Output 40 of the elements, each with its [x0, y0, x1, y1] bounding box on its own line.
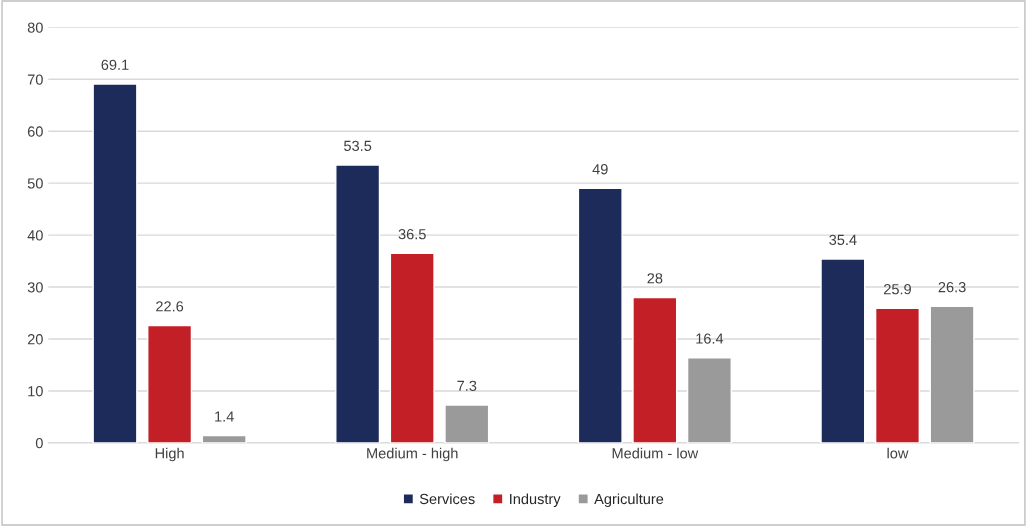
bar: [820, 258, 866, 443]
legend-label: Agriculture: [594, 493, 664, 508]
x-tick-label: low: [887, 447, 909, 459]
data-label: 53.5: [344, 140, 372, 152]
y-tick-label: 30: [27, 282, 43, 293]
data-label: 26.3: [938, 281, 966, 293]
y-tick-label: 20: [27, 334, 43, 345]
bar: [632, 296, 678, 443]
bar: [929, 305, 975, 443]
data-label: 49: [592, 164, 608, 175]
bar: [444, 404, 490, 443]
bar: [335, 164, 381, 443]
data-label: 1.4: [215, 411, 234, 422]
data-label: 16.4: [696, 333, 724, 344]
x-tick-label: Medium - high: [367, 447, 458, 462]
y-tick-label: 80: [27, 22, 43, 33]
bar: [577, 187, 623, 443]
data-label: 28: [647, 273, 663, 284]
legend-label: Services: [419, 493, 475, 505]
data-label: 22.6: [156, 301, 184, 312]
x-tick-label: Medium - low: [612, 447, 699, 459]
y-tick-label: 0: [35, 437, 43, 449]
legend-label: Industry: [510, 493, 561, 508]
y-tick-label: 40: [27, 230, 43, 241]
y-tick-label: 50: [27, 178, 43, 189]
bar: [389, 252, 435, 443]
data-label: 7.3: [457, 380, 477, 391]
y-tick-label: 10: [28, 386, 43, 397]
y-tick-label: 60: [27, 126, 43, 137]
data-label: 69.1: [101, 59, 129, 70]
data-label: 35.4: [829, 234, 857, 246]
bar: [92, 83, 138, 443]
bar: [874, 307, 921, 443]
bar: [201, 434, 247, 443]
y-tick-label: 70: [27, 74, 43, 85]
data-label: 25.9: [884, 284, 911, 295]
data-label: 36.5: [398, 228, 426, 240]
bar: [686, 357, 732, 443]
bar: [147, 324, 193, 443]
x-tick-label: High: [155, 447, 184, 462]
